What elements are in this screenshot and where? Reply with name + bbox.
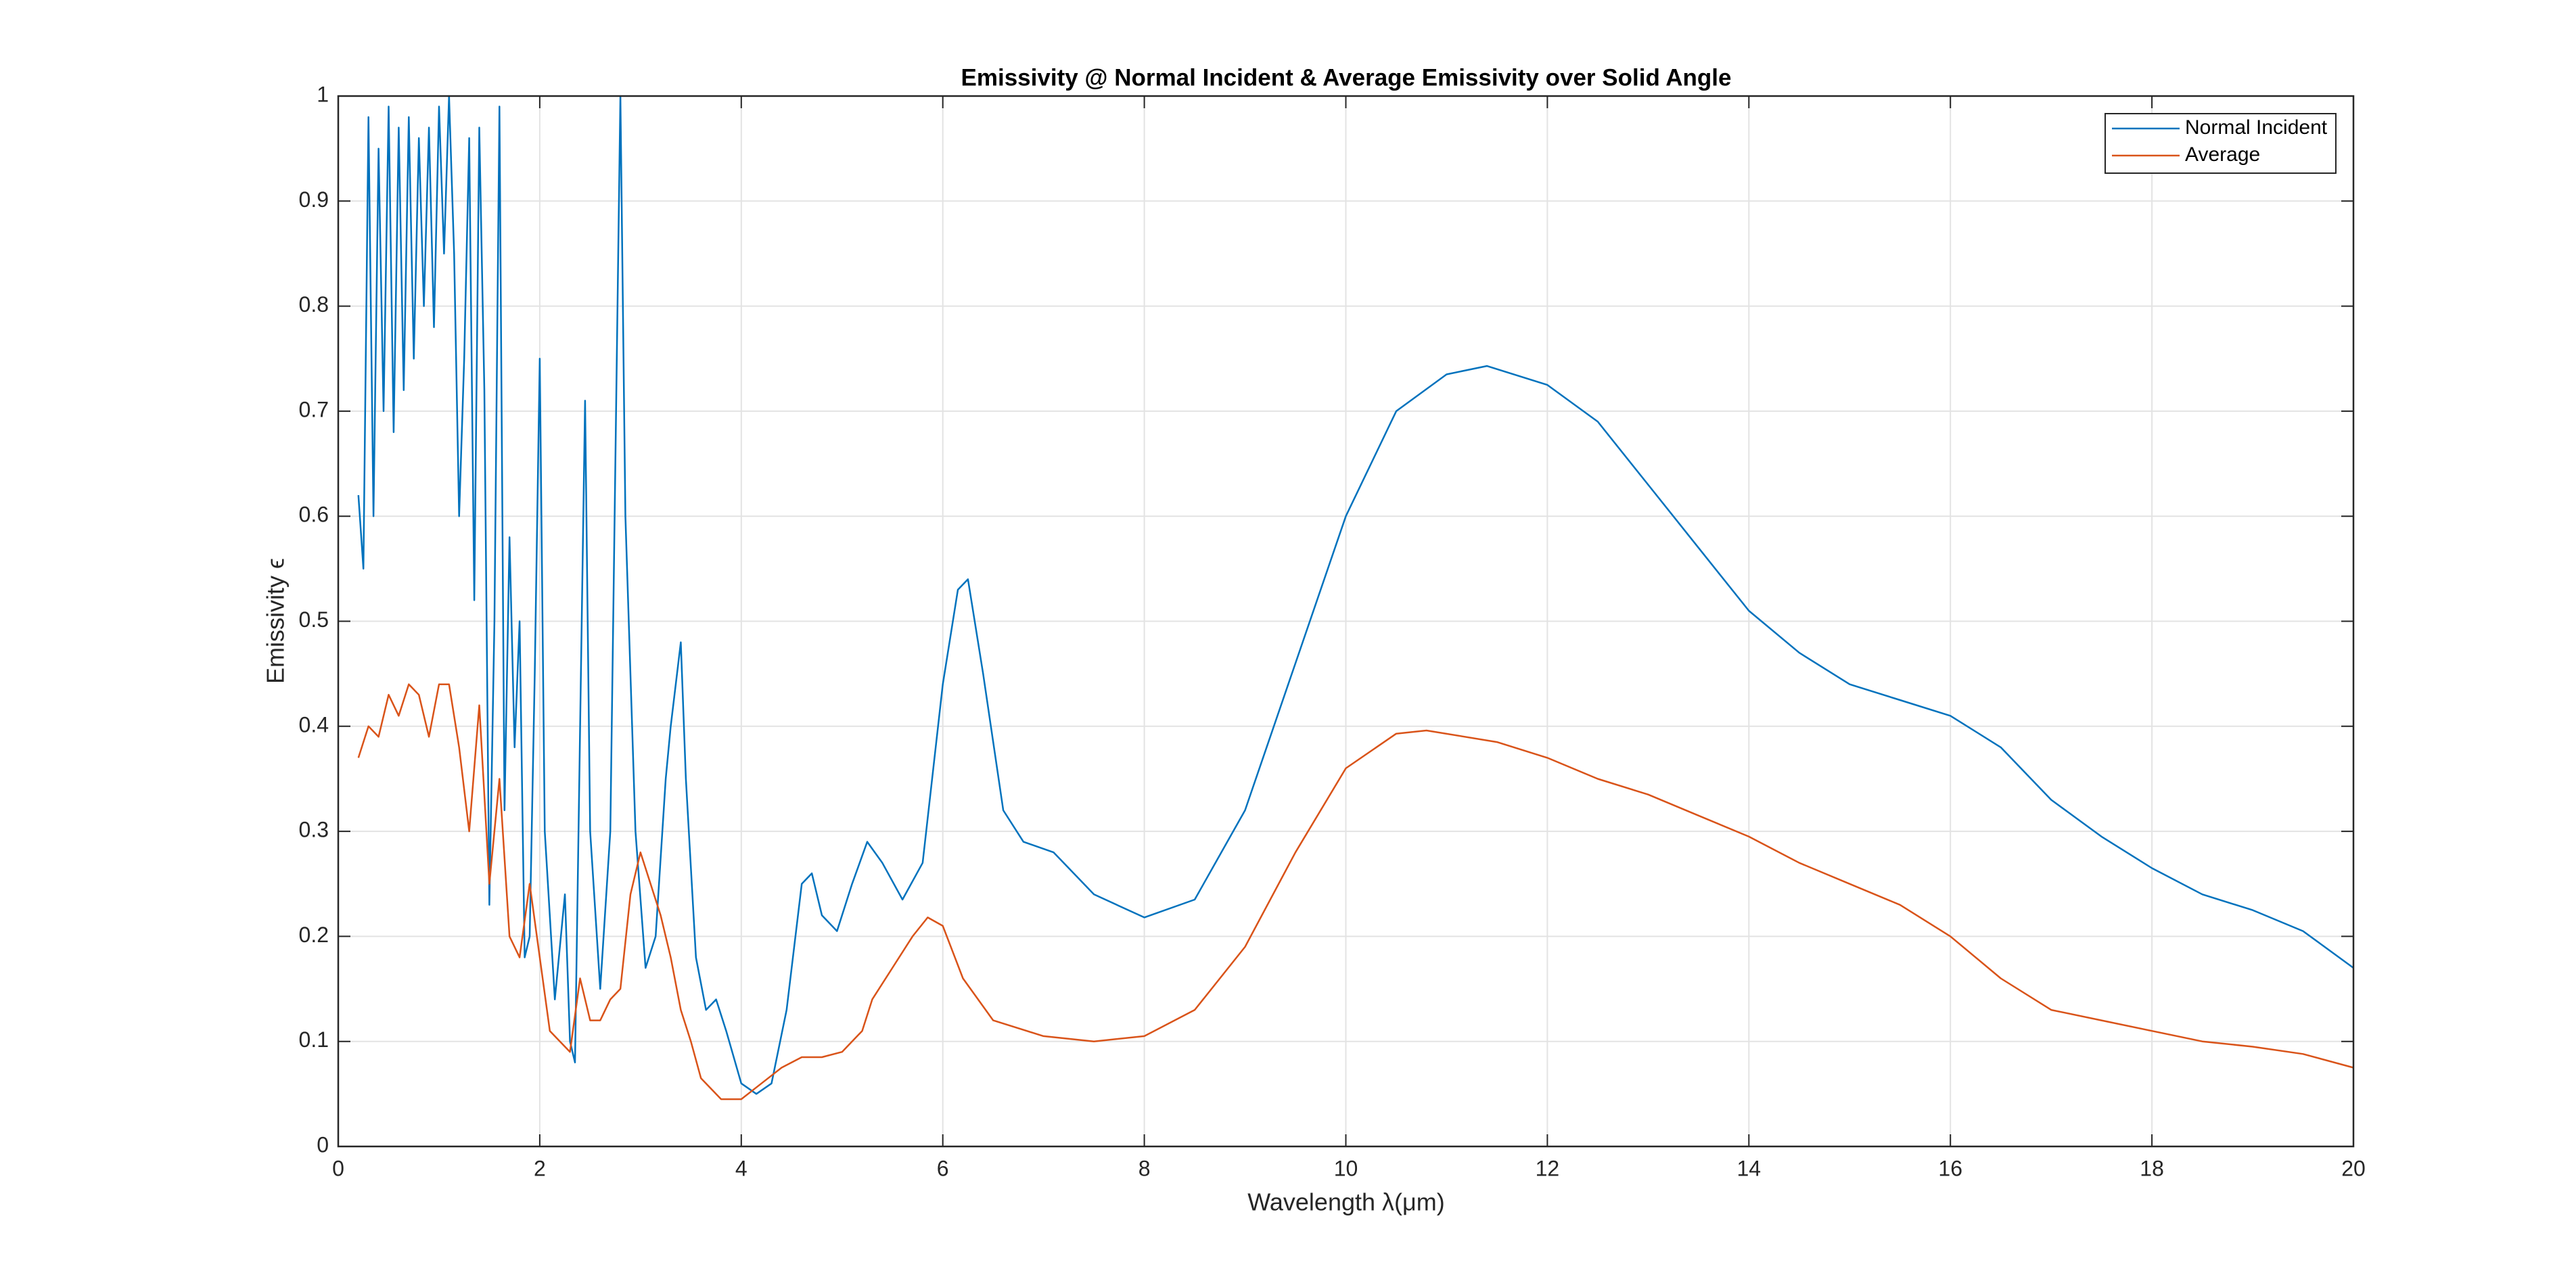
legend-label: Average [2185,143,2260,166]
legend-label: Normal Incident [2185,116,2328,139]
y-tick-label: 0.3 [299,818,329,842]
x-tick-label: 6 [937,1156,949,1180]
y-tick-label: 0.4 [299,712,329,737]
y-tick-label: 0.2 [299,923,329,947]
series-line [357,683,2354,1100]
y-tick-label: 0.9 [299,187,329,212]
y-tick-label: 0.1 [299,1027,329,1052]
y-tick-label: 0.7 [299,397,329,421]
x-tick-label: 16 [1938,1156,1962,1180]
y-tick-label: 0.6 [299,503,329,527]
x-tick-label: 0 [332,1156,344,1180]
x-tick-label: 4 [735,1156,748,1180]
x-tick-label: 18 [2140,1156,2164,1180]
y-axis-label: Emissivity ϵ [262,558,290,684]
legend: Normal Incident Average [2104,113,2337,174]
x-tick-label: 12 [1536,1156,1560,1180]
y-tick-label: 1 [317,82,329,106]
x-tick-label: 14 [1737,1156,1762,1180]
x-axis-label: Wavelength λ(μm) [1247,1188,1444,1216]
x-tick-label: 10 [1334,1156,1358,1180]
x-tick-label: 8 [1138,1156,1151,1180]
series-line [357,95,2354,1095]
chart-title: Emissivity @ Normal Incident & Average E… [961,64,1732,91]
y-tick-label: 0.5 [299,607,329,632]
y-tick-label: 0 [317,1132,329,1157]
legend-box [2104,113,2337,174]
x-tick-label: 20 [2341,1156,2366,1180]
axes-box [337,95,2355,1148]
y-tick-label: 0.8 [299,292,329,317]
x-tick-label: 2 [534,1156,546,1180]
